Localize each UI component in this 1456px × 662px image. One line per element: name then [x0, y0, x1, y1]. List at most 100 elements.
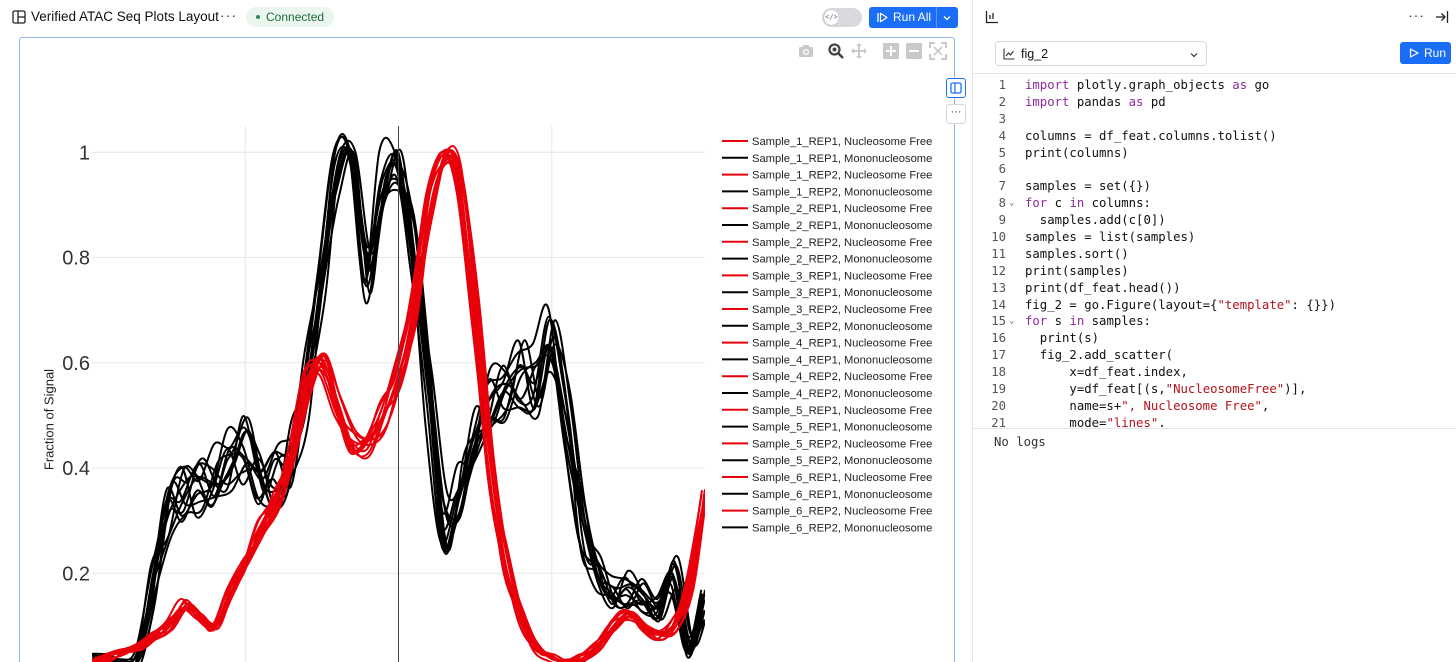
atac-line-chart[interactable]: 1 0.8 0.6 0.4 0.2 Sample_1_REP1, Nucleosome …	[20, 38, 954, 662]
legend-item[interactable]: Sample_4_REP1, Mononucleosome	[722, 354, 932, 366]
legend-item[interactable]: Sample_2_REP2, Mononucleosome	[722, 254, 932, 266]
code-keyword: in	[1069, 314, 1085, 329]
code-line[interactable]: 7 samples = set({})	[973, 178, 1456, 195]
legend-item[interactable]: Sample_3_REP2, Mononucleosome	[722, 321, 932, 333]
legend-item[interactable]: Sample_5_REP1, Mononucleosome	[722, 422, 932, 434]
run-all-label: Run All	[893, 10, 932, 24]
legend-item[interactable]: Sample_3_REP1, Mononucleosome	[722, 287, 932, 299]
code-line[interactable]: 1 import plotly.graph_objects as go	[973, 77, 1456, 94]
code-line[interactable]: 11 samples.sort()	[973, 246, 1456, 263]
zoom-out-icon[interactable]	[905, 42, 923, 60]
layout-icon[interactable]	[12, 10, 26, 24]
collapse-pane-icon[interactable]	[1435, 10, 1449, 24]
line-number: 9	[998, 213, 1006, 228]
code-line[interactable]: 15 ⌄ for s in samples:	[973, 313, 1456, 330]
code-line[interactable]: 12 print(samples)	[973, 263, 1456, 280]
legend-item[interactable]: Sample_2_REP2, Nucleosome Free	[722, 237, 932, 249]
code-line[interactable]: 21 mode="lines",	[973, 415, 1456, 427]
code-text: print(columns)	[1025, 145, 1129, 162]
code-token: go	[1247, 78, 1270, 92]
legend-item[interactable]: Sample_1_REP2, Mononucleosome	[722, 186, 932, 198]
pane-divider[interactable]	[972, 0, 973, 662]
legend-item[interactable]: Sample_6_REP1, Mononucleosome	[722, 489, 932, 501]
code-token: samples = list(samples)	[1025, 230, 1196, 245]
run-label: Run	[1424, 46, 1447, 60]
code-token: samples:	[1084, 314, 1151, 329]
code-view-toggle[interactable]: </>	[822, 8, 862, 27]
legend-item[interactable]: Sample_6_REP2, Nucleosome Free	[722, 506, 932, 518]
code-line[interactable]: 9 samples.add(c[0])	[973, 212, 1456, 229]
code-line[interactable]: 19 y=df_feat[(s,"NucleosomeFree")],	[973, 381, 1456, 398]
fold-chevron-icon[interactable]: ⌄	[1009, 198, 1015, 209]
legend-item[interactable]: Sample_5_REP1, Nucleosome Free	[722, 405, 932, 417]
run-button[interactable]: Run	[1400, 42, 1451, 64]
legend-item[interactable]: Sample_5_REP2, Nucleosome Free	[722, 438, 932, 450]
code-line[interactable]: 17 fig_2.add_scatter(	[973, 347, 1456, 364]
code-line[interactable]: 18 x=df_feat.index,	[973, 364, 1456, 381]
code-line[interactable]: 6	[973, 161, 1456, 178]
legend-item[interactable]: Sample_3_REP2, Nucleosome Free	[722, 304, 932, 316]
legend-label: Sample_5_REP1, Nucleosome Free	[752, 405, 932, 417]
legend-item[interactable]: Sample_1_REP1, Mononucleosome	[722, 153, 932, 165]
legend-item[interactable]: Sample_4_REP1, Nucleosome Free	[722, 338, 932, 350]
code-line[interactable]: 20 name=s+", Nucleosome Free",	[973, 398, 1456, 415]
code-line[interactable]: 4 columns = df_feat.columns.tolist()	[973, 128, 1456, 145]
code-line[interactable]: 8 ⌄ for c in columns:	[973, 195, 1456, 212]
code-icon: </>	[824, 10, 839, 25]
code-text: fig_2.add_scatter(	[1025, 347, 1173, 364]
run-all-button[interactable]: Run All	[869, 7, 958, 28]
chevron-down-icon[interactable]	[942, 13, 952, 23]
legend-item[interactable]: Sample_6_REP1, Nucleosome Free	[722, 472, 932, 484]
more-options-icon[interactable]: ···	[220, 7, 237, 23]
series-line-sample-4-rep1-nucleosome-free	[92, 145, 705, 662]
code-token: samples = set({})	[1025, 179, 1151, 194]
line-number: 14	[991, 297, 1006, 312]
code-text: print(df_feat.head())	[1025, 280, 1180, 297]
legend-item[interactable]: Sample_2_REP1, Nucleosome Free	[722, 203, 932, 215]
code-line[interactable]: 13 print(df_feat.head())	[973, 280, 1456, 297]
legend-item[interactable]: Sample_1_REP2, Nucleosome Free	[722, 170, 932, 182]
code-keyword: in	[1069, 196, 1085, 211]
code-keyword: import	[1025, 78, 1070, 92]
code-line[interactable]: 2 import pandas as pd	[973, 94, 1456, 111]
legend-item[interactable]: Sample_2_REP1, Mononucleosome	[722, 220, 932, 232]
code-line[interactable]: 3	[973, 111, 1456, 128]
legend-item[interactable]: Sample_4_REP2, Nucleosome Free	[722, 371, 932, 383]
zoom-in-icon[interactable]	[882, 42, 900, 60]
code-line[interactable]: 10 samples = list(samples)	[973, 229, 1456, 246]
figure-select[interactable]: fig_2	[995, 41, 1207, 66]
cell-more-button[interactable]: ···	[946, 104, 966, 124]
fold-chevron-icon[interactable]: ⌄	[1009, 316, 1015, 327]
legend-label: Sample_1_REP2, Mononucleosome	[752, 186, 932, 198]
code-line[interactable]: 16 print(s)	[973, 330, 1456, 347]
series-line-sample-4-rep2-mononucleosome	[93, 150, 705, 662]
legend-item[interactable]: Sample_5_REP2, Mononucleosome	[722, 455, 932, 467]
code-text: samples = set({})	[1025, 178, 1151, 195]
pan-icon[interactable]	[850, 42, 868, 60]
code-token: pd	[1143, 94, 1166, 109]
series-line-sample-3-rep2-mononucleosome	[92, 145, 704, 662]
camera-icon[interactable]	[797, 42, 815, 60]
code-token: mode=	[1025, 415, 1107, 427]
autoscale-icon[interactable]	[929, 42, 947, 60]
legend-item[interactable]: Sample_6_REP2, Mononucleosome	[722, 522, 932, 534]
line-number: 6	[998, 162, 1006, 177]
code-editor[interactable]: 1 import plotly.graph_objects as go 2 impor…	[973, 77, 1456, 427]
legend-item[interactable]: Sample_4_REP2, Mononucleosome	[722, 388, 932, 400]
chart-icon[interactable]	[985, 10, 999, 24]
zoom-icon[interactable]	[827, 42, 845, 60]
more-options-icon[interactable]: ···	[1408, 7, 1425, 23]
legend-label: Sample_3_REP1, Mononucleosome	[752, 287, 932, 299]
line-number: 12	[991, 263, 1006, 278]
plot-legend[interactable]: Sample_1_REP1, Nucleosome Free Sample_1_R…	[722, 136, 932, 534]
code-line[interactable]: 14 fig_2 = go.Figure(layout={"template": …	[973, 297, 1456, 314]
legend-label: Sample_4_REP1, Nucleosome Free	[752, 338, 932, 350]
legend-item[interactable]: Sample_1_REP1, Nucleosome Free	[722, 136, 932, 148]
cell-layout-button[interactable]	[946, 78, 966, 98]
series-line-sample-6-rep1-nucleosome-free	[95, 150, 705, 662]
code-text: mode="lines",	[1025, 415, 1165, 427]
legend-label: Sample_4_REP1, Mononucleosome	[752, 354, 932, 366]
code-line[interactable]: 5 print(columns)	[973, 145, 1456, 162]
legend-item[interactable]: Sample_3_REP1, Nucleosome Free	[722, 270, 932, 282]
chevron-down-icon	[1190, 53, 1198, 58]
